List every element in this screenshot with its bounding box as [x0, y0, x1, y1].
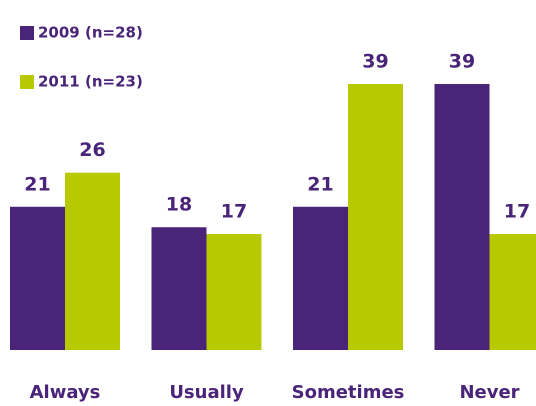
value-label: 21 [24, 173, 50, 195]
value-label: 17 [221, 201, 247, 223]
value-label: 17 [504, 201, 530, 223]
legend-label: 2009 (n=28) [38, 24, 143, 42]
bar [348, 84, 403, 351]
legend-label: 2011 (n=23) [38, 73, 143, 91]
value-label: 21 [307, 173, 333, 195]
bar [489, 234, 536, 350]
category-label: Usually [169, 382, 244, 403]
value-label: 18 [166, 194, 192, 216]
bar [206, 234, 262, 350]
bar [434, 84, 490, 351]
bar [10, 206, 65, 350]
legend-swatch [20, 26, 34, 40]
category-label: Sometimes [292, 382, 405, 403]
bar [293, 206, 348, 350]
value-label: 39 [449, 51, 475, 73]
value-label: 39 [362, 51, 388, 73]
legend-swatch [20, 75, 34, 89]
bar [151, 227, 207, 350]
category-label: Always [30, 382, 101, 403]
category-label: Never [459, 382, 519, 403]
value-label: 26 [79, 139, 105, 161]
bar [65, 172, 120, 350]
